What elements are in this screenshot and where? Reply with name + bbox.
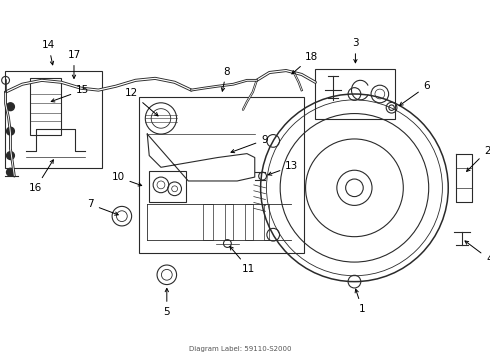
Text: 3: 3 (352, 38, 359, 63)
Text: 18: 18 (292, 52, 318, 74)
Bar (30, 78, 61, 135)
Text: Diagram Label: 59110-S2000: Diagram Label: 59110-S2000 (189, 346, 292, 352)
Text: 1: 1 (355, 289, 366, 314)
Text: 2: 2 (466, 146, 490, 171)
Text: 7: 7 (87, 199, 118, 215)
Text: 14: 14 (42, 40, 55, 65)
Text: 17: 17 (67, 50, 81, 78)
Text: 8: 8 (221, 67, 230, 91)
Text: 4: 4 (465, 241, 490, 264)
Text: 16: 16 (29, 160, 53, 193)
Text: 15: 15 (51, 85, 89, 102)
Circle shape (6, 103, 14, 111)
Bar (140, 97, 304, 253)
Bar (4, 71, 102, 168)
Text: 9: 9 (231, 135, 268, 153)
Bar (203, 204, 213, 240)
Bar (316, 69, 395, 120)
Text: 10: 10 (111, 172, 142, 186)
Bar (149, 171, 186, 202)
Text: 12: 12 (125, 88, 158, 116)
Text: 6: 6 (400, 81, 430, 105)
Circle shape (6, 152, 14, 159)
Text: 5: 5 (164, 288, 170, 317)
Bar (225, 204, 233, 240)
Text: 13: 13 (268, 161, 298, 175)
Bar (264, 204, 270, 240)
Text: 11: 11 (230, 247, 255, 274)
Bar (245, 204, 253, 240)
Circle shape (6, 127, 14, 135)
Circle shape (6, 168, 14, 176)
